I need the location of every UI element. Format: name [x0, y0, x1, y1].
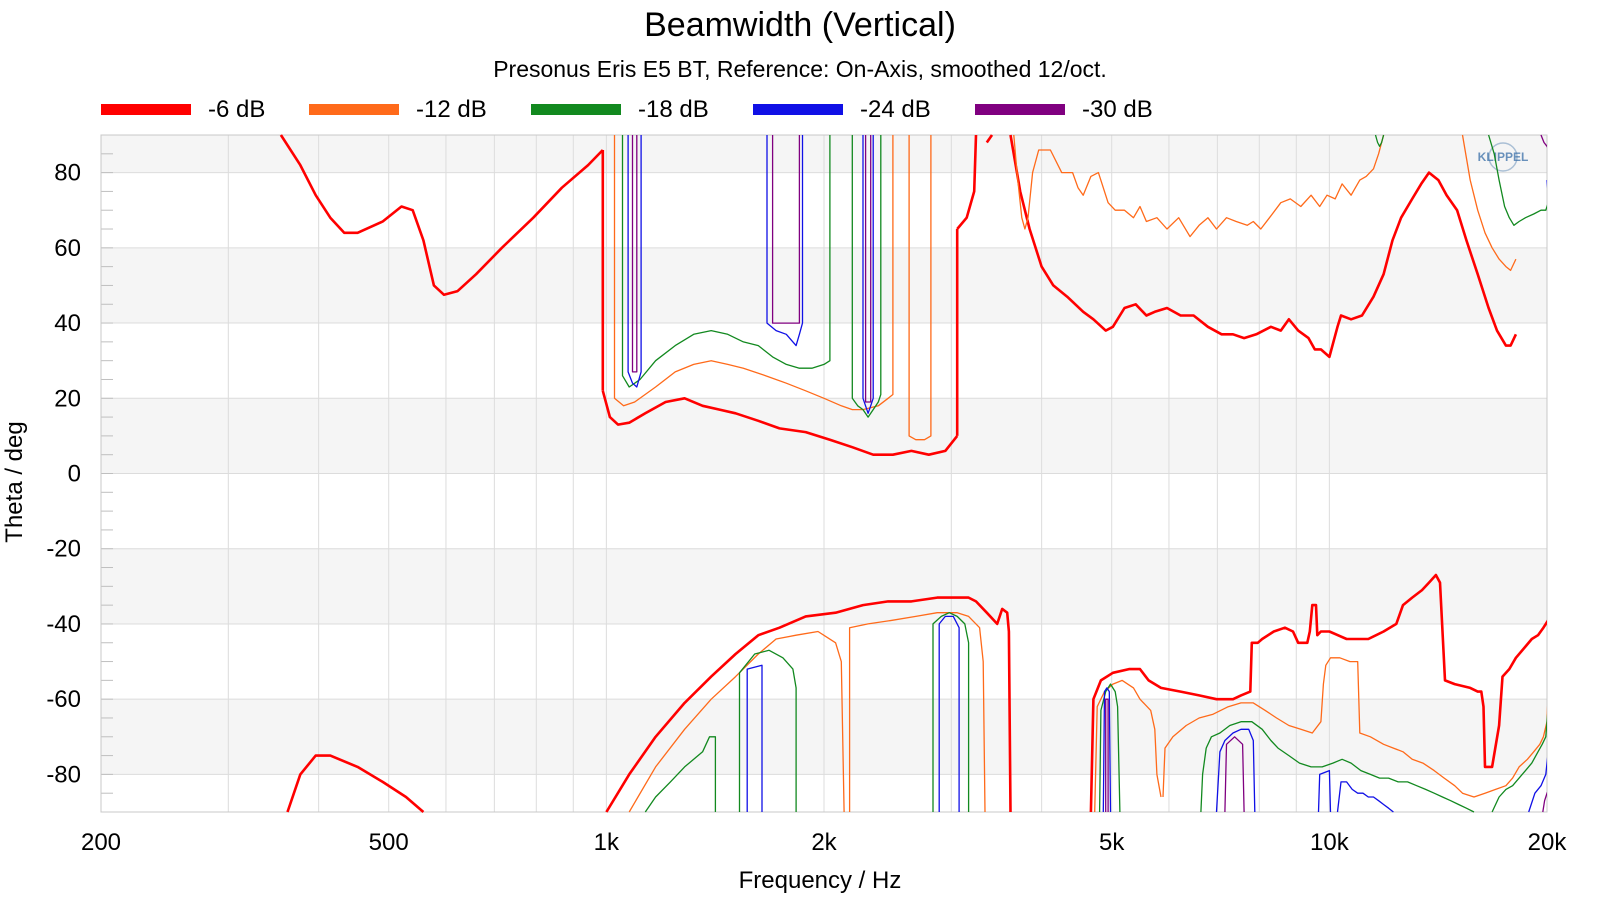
series-segment: [851, 135, 882, 418]
series-segment: [746, 664, 763, 812]
y-tick-label: -80: [46, 761, 81, 788]
x-axis-ticks: 200 500 1k 2k 5k 10k 20k: [81, 829, 1567, 856]
series-segment: [766, 135, 804, 347]
legend-swatch: [975, 104, 1065, 115]
legend-item: -24 dB: [753, 96, 931, 123]
x-tick-label: 200: [81, 829, 121, 856]
legend-label: -24 dB: [860, 96, 931, 123]
series-line: [621, 134, 1547, 813]
series-segment: [956, 134, 978, 230]
y-axis-ticks: 80 60 40 20 0 -20 -40 -60 -80: [46, 160, 81, 789]
legend-label: -6 dB: [208, 96, 265, 123]
grid-lines: [100, 134, 1548, 813]
series-segment: [1009, 134, 1518, 359]
series-segment: [1317, 769, 1332, 813]
x-axis-label: Frequency / Hz: [739, 867, 902, 894]
series-segment: [932, 612, 970, 812]
series-segment: [1098, 683, 1121, 813]
chart-title: Beamwidth (Vertical): [644, 6, 956, 44]
x-tick-label: 1k: [594, 829, 620, 856]
series-segment: [985, 134, 994, 144]
series-segment: [286, 754, 425, 813]
series-segment: [1224, 736, 1245, 813]
series-segment: [601, 390, 959, 456]
series-segment: [1336, 781, 1394, 813]
series-segment: [605, 596, 1012, 813]
series-segment: [613, 135, 894, 411]
y-tick-label: -40: [46, 611, 81, 638]
series-segment: [848, 612, 986, 813]
legend-swatch: [309, 104, 399, 115]
series-layer: [279, 134, 1547, 813]
series-segment: [1200, 721, 1475, 813]
y-axis-label: Theta / deg: [1, 421, 28, 542]
series-segment: [1215, 728, 1256, 813]
y-tick-label: 60: [54, 235, 81, 262]
plot-frame: [100, 134, 1548, 813]
chart-subtitle: Presonus Eris E5 BT, Reference: On-Axis,…: [493, 56, 1107, 82]
legend-item: -12 dB: [309, 96, 487, 123]
series-segment: [1374, 134, 1385, 147]
series-segment: [1094, 679, 1162, 813]
series-line: [627, 135, 1547, 813]
series-segment: [1461, 134, 1517, 272]
y-tick-label: 80: [54, 160, 81, 187]
legend-item: -18 dB: [531, 96, 709, 123]
x-tick-label: 20k: [1528, 829, 1568, 856]
legend-swatch: [531, 104, 621, 115]
legend-label: -18 dB: [638, 96, 709, 123]
series-segment: [1013, 134, 1385, 238]
klippel-watermark: KLIPPEL: [1478, 142, 1529, 172]
x-tick-label: 500: [369, 829, 409, 856]
series-segment: [627, 135, 642, 388]
series-segment: [1089, 573, 1547, 813]
x-tick-label: 5k: [1099, 829, 1125, 856]
legend-swatch: [753, 104, 843, 115]
series-segment: [738, 649, 797, 812]
series-segment: [771, 135, 801, 324]
x-tick-label: 2k: [811, 829, 837, 856]
series-segment: [862, 135, 874, 414]
series-line: [613, 134, 1547, 813]
series-segment: [279, 134, 604, 297]
y-tick-label: 20: [54, 385, 81, 412]
series-segment: [938, 615, 960, 812]
legend: -6 dB -12 dB -18 dB -24 dB -30 dB: [101, 96, 1153, 123]
y-tick-label: 0: [68, 461, 81, 488]
y-tick-label: -60: [46, 686, 81, 713]
series-segment: [1528, 756, 1547, 813]
y-tick-label: 40: [54, 310, 81, 337]
legend-swatch: [101, 104, 191, 115]
series-line: [279, 134, 1547, 813]
legend-item: -6 dB: [101, 96, 265, 123]
series-line: [631, 134, 1547, 813]
series-segment: [1162, 657, 1547, 798]
legend-label: -12 dB: [416, 96, 487, 123]
series-segment: [1102, 687, 1112, 813]
series-segment: [1540, 134, 1547, 148]
watermark-text: KLIPPEL: [1478, 150, 1529, 164]
series-segment: [1542, 791, 1547, 813]
y-tick-label: -20: [46, 536, 81, 563]
legend-label: -30 dB: [1082, 96, 1153, 123]
x-tick-label: 10k: [1310, 829, 1350, 856]
series-segment: [628, 630, 845, 813]
series-segment: [908, 135, 932, 441]
series-segment: [631, 135, 638, 373]
series-segment: [1487, 134, 1547, 226]
watermark-seal-icon: [1488, 142, 1518, 172]
series-segment: [1491, 713, 1547, 813]
plot-border: [100, 134, 1548, 813]
series-segment: [864, 135, 872, 403]
series-segment: [1105, 698, 1109, 812]
series-segment: [644, 736, 717, 813]
legend-item: -30 dB: [975, 96, 1153, 123]
